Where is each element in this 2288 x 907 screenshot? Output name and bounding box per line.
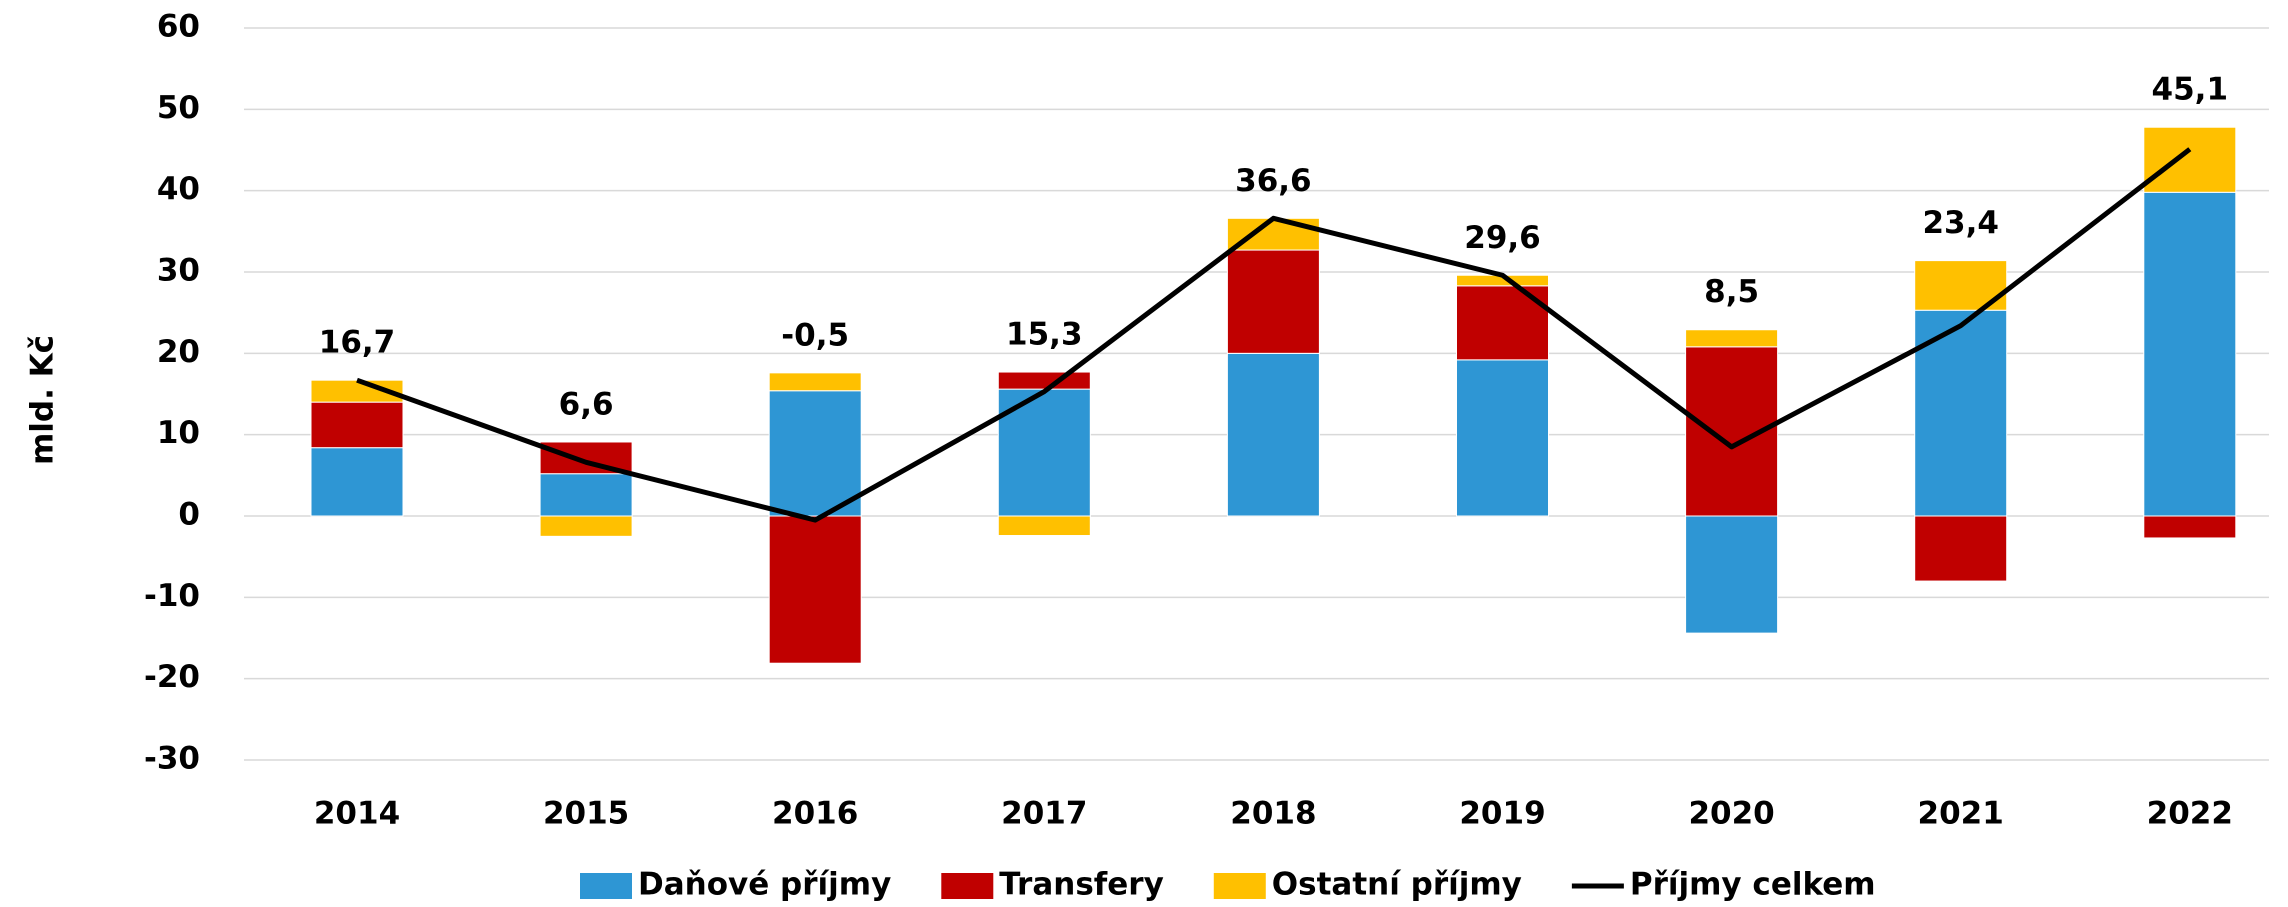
bar xyxy=(768,515,862,664)
data-label: 23,4 xyxy=(1922,205,1999,241)
data-label: 15,3 xyxy=(1006,317,1083,353)
y-tick-label: -10 xyxy=(144,578,200,614)
y-tick-label: 60 xyxy=(157,9,200,45)
bar xyxy=(1226,352,1320,517)
legend-swatch xyxy=(1213,873,1266,899)
data-label: 8,5 xyxy=(1704,274,1759,310)
bar xyxy=(539,515,633,537)
y-tick-label: -20 xyxy=(144,659,200,695)
legend-swatch xyxy=(941,873,994,899)
bar xyxy=(2143,191,2237,517)
bar xyxy=(1685,329,1779,348)
bar xyxy=(2143,126,2237,193)
data-label: 29,6 xyxy=(1464,220,1541,256)
legend-label: Transfery xyxy=(999,867,1163,903)
y-axis-label: mld. Kč xyxy=(25,335,61,465)
x-tick-label: 2015 xyxy=(543,796,629,832)
y-tick-label: -30 xyxy=(144,741,200,777)
data-label: 36,6 xyxy=(1235,163,1312,199)
bar xyxy=(539,473,633,517)
x-tick-label: 2022 xyxy=(2147,796,2233,832)
x-tick-label: 2021 xyxy=(1918,796,2004,832)
legend-label: Ostatní příjmy xyxy=(1272,867,1522,903)
data-label: 16,7 xyxy=(319,325,396,361)
x-tick-label: 2018 xyxy=(1230,796,1316,832)
bar xyxy=(1226,249,1320,354)
y-tick-label: 40 xyxy=(157,171,200,207)
x-tick-label: 2020 xyxy=(1688,796,1774,832)
y-tick-label: 30 xyxy=(157,253,200,289)
bar xyxy=(1456,359,1549,517)
bar xyxy=(768,372,862,392)
x-tick-label: 2017 xyxy=(1001,796,1087,832)
y-tick-label: 10 xyxy=(157,415,200,451)
data-label: -0,5 xyxy=(781,317,849,353)
legend-label: Daňové příjmy xyxy=(638,867,891,903)
bar xyxy=(310,401,404,449)
y-tick-label: 50 xyxy=(157,90,200,126)
line xyxy=(356,147,2192,523)
bar xyxy=(1914,515,2008,582)
data-label: 6,6 xyxy=(559,386,614,422)
bar xyxy=(997,371,1091,390)
bar xyxy=(768,390,862,517)
bar xyxy=(310,447,404,517)
bar xyxy=(2143,515,2237,539)
x-tick-label: 2014 xyxy=(314,796,400,832)
y-tick-label: 0 xyxy=(178,497,200,533)
x-tick-label: 2016 xyxy=(772,796,858,832)
legend-label: Příjmy celkem xyxy=(1630,867,1876,903)
data-label: 45,1 xyxy=(2152,72,2229,108)
x-tick-label: 2019 xyxy=(1459,796,1545,832)
bar xyxy=(1685,515,1779,634)
y-tick-label: 20 xyxy=(157,334,200,370)
legend-swatch xyxy=(580,873,632,899)
bar xyxy=(997,515,1091,537)
